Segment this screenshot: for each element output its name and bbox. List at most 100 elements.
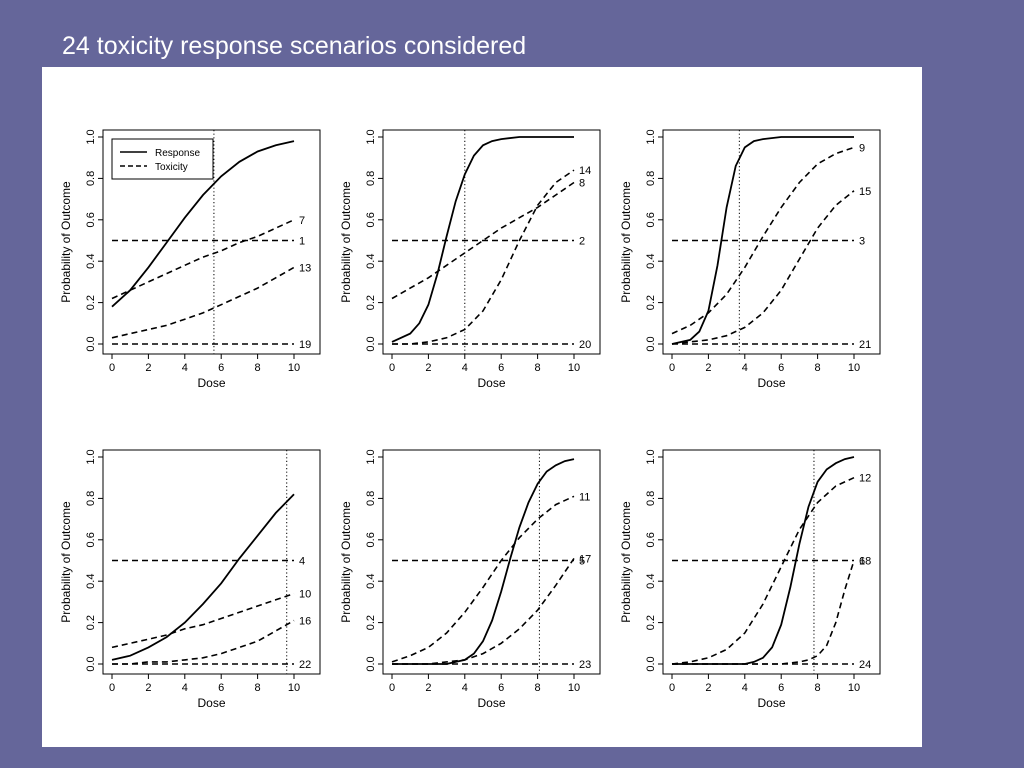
chart-5: 0 2 4 6 8 10 0.0 0.2 0.4 0.6 0.8 1.0 Dose Probability… <box>339 449 601 710</box>
response-curve <box>671 136 854 345</box>
y-tick-label: 0.6 <box>645 212 657 227</box>
y-axis-label: Probability of Outcome <box>59 501 73 623</box>
x-tick-label: 10 <box>568 682 580 694</box>
legend-label-toxicity: Toxicity <box>155 162 188 173</box>
y-tick-label: 0.8 <box>85 491 97 506</box>
response-curve <box>392 458 575 665</box>
x-tick-label: 10 <box>568 362 580 374</box>
y-tick-label: 0.0 <box>365 656 377 671</box>
toxicity-curve <box>671 190 855 345</box>
x-tick-label: 4 <box>742 682 748 694</box>
y-tick-label: 0.0 <box>365 336 377 351</box>
x-axis-label: Dose <box>477 376 505 390</box>
x-tick-label: 8 <box>815 682 821 694</box>
curve-label: 11 <box>579 491 590 503</box>
y-tick-label: 0.2 <box>85 615 97 630</box>
y-tick-label: 0.6 <box>365 532 377 547</box>
x-tick-label: 4 <box>742 362 748 374</box>
x-tick-label: 0 <box>669 682 675 694</box>
toxicity-curve <box>671 476 855 665</box>
toxicity-curve <box>111 266 295 339</box>
y-tick-label: 1.0 <box>85 129 97 144</box>
y-tick-label: 0.6 <box>85 212 97 227</box>
x-tick-label: 10 <box>288 362 300 374</box>
x-tick-label: 2 <box>425 682 431 694</box>
curve-label: 21 <box>859 339 871 351</box>
legend-box <box>111 138 214 180</box>
y-tick-label: 1.0 <box>365 129 377 144</box>
chart-2: 0 2 4 6 8 10 0.0 0.2 0.4 0.6 0.8 1.0 Dose Probability… <box>339 129 601 390</box>
y-tick-label: 0.2 <box>365 295 377 310</box>
toxicity-curve <box>671 146 855 335</box>
curve-label: 23 <box>579 659 591 671</box>
y-tick-label: 0.4 <box>85 574 97 589</box>
y-tick-label: 0.8 <box>365 171 377 186</box>
curve-label: 7 <box>299 215 305 227</box>
y-tick-label: 0.0 <box>85 656 97 671</box>
toxicity-curve <box>391 495 575 663</box>
toxicity-curve <box>111 219 295 300</box>
x-tick-label: 2 <box>145 362 151 374</box>
x-tick-label: 6 <box>218 682 224 694</box>
y-tick-label: 0.8 <box>365 491 377 506</box>
y-tick-label: 0.4 <box>85 254 97 269</box>
x-tick-label: 2 <box>705 362 711 374</box>
x-tick-label: 6 <box>218 362 224 374</box>
x-tick-label: 2 <box>425 362 431 374</box>
slide-title: 24 toxicity response scenarios considere… <box>62 32 527 60</box>
y-axis-label: Probability of Outcome <box>339 181 353 303</box>
curve-label: 14 <box>579 165 591 177</box>
y-tick-label: 0.0 <box>645 656 657 671</box>
curve-label: 17 <box>579 553 591 565</box>
plot-frame <box>662 449 881 675</box>
curve-label: 20 <box>579 339 591 351</box>
response-curve <box>391 136 574 343</box>
curve-label: 3 <box>859 236 865 248</box>
x-tick-label: 6 <box>778 682 784 694</box>
response-curve <box>111 140 295 308</box>
response-curve <box>672 456 855 665</box>
chart-4: 0 2 4 6 8 10 0.0 0.2 0.4 0.6 0.8 1.0 Dose Probability… <box>59 449 321 710</box>
y-tick-label: 0.4 <box>365 574 377 589</box>
curve-label: 24 <box>859 659 871 671</box>
legend-label-response: Response <box>155 148 200 159</box>
y-tick-label: 0.0 <box>85 336 97 351</box>
plot-frame <box>382 129 601 355</box>
y-tick-label: 0.8 <box>645 171 657 186</box>
y-tick-label: 1.0 <box>85 449 97 464</box>
curve-label: 12 <box>859 473 871 485</box>
x-tick-label: 8 <box>535 682 541 694</box>
y-axis-label: Probability of Outcome <box>59 181 73 303</box>
chart-6: 0 2 4 6 8 100.00.20.40.60.81.0DoseProbability… <box>619 449 881 710</box>
x-tick-label: 0 <box>109 362 115 374</box>
y-tick-label: 0.8 <box>645 491 657 506</box>
x-tick-label: 8 <box>815 362 821 374</box>
curve-label: 19 <box>299 339 311 351</box>
y-tick-label: 0.6 <box>645 532 657 547</box>
x-tick-label: 4 <box>182 362 188 374</box>
x-tick-label: 10 <box>848 362 860 374</box>
toxicity-curve <box>391 181 575 300</box>
curve-label: 16 <box>299 616 311 628</box>
curve-label: 1 <box>299 236 305 248</box>
figure-panel <box>42 67 922 747</box>
toxicity-curve <box>392 557 575 665</box>
plot-frame <box>382 449 601 675</box>
x-axis-label: Dose <box>757 376 785 390</box>
y-tick-label: 1.0 <box>365 449 377 464</box>
x-axis-label: Dose <box>477 696 505 710</box>
curve-label: 8 <box>579 178 585 190</box>
x-tick-label: 0 <box>389 362 395 374</box>
curve-label: 15 <box>859 186 871 198</box>
curve-label: 10 <box>299 589 311 601</box>
y-tick-label: 0.0 <box>645 336 657 351</box>
y-tick-label: 0.2 <box>645 615 657 630</box>
toxicity-curve <box>672 560 855 665</box>
y-tick-label: 0.4 <box>645 254 657 269</box>
chart-3: 0 2 4 6 8 10 0.0 0.2 0.4 0.6 0.8 1.0 Dose Probability… <box>619 129 881 390</box>
y-tick-label: 0.8 <box>85 171 97 186</box>
x-tick-label: 0 <box>669 362 675 374</box>
curve-label: 5 <box>579 556 585 568</box>
toxicity-curve <box>392 169 575 345</box>
